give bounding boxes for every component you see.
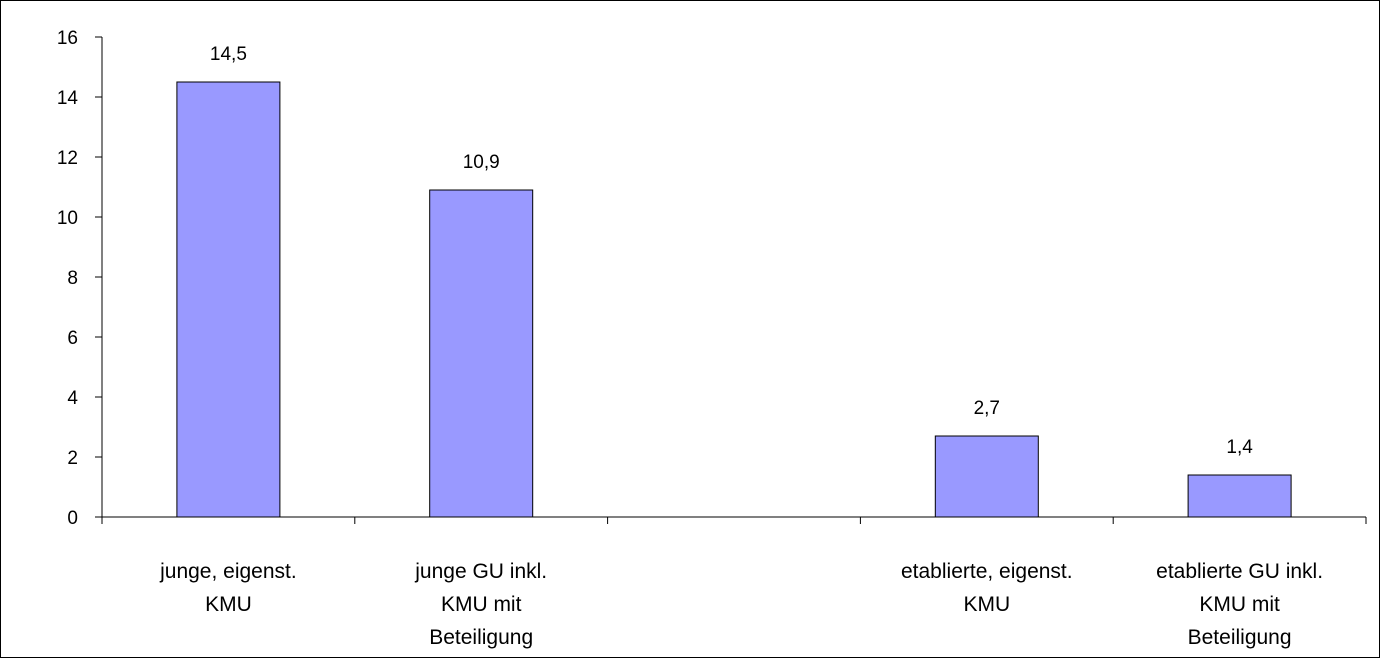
y-tick-label: 8 <box>67 268 78 289</box>
bar <box>176 81 281 518</box>
x-category-label: KMU <box>205 593 252 616</box>
data-label: 1,4 <box>1226 437 1253 458</box>
x-category-label: Beteiligung <box>429 626 533 649</box>
x-category-label: etablierte GU inkl. <box>1156 560 1323 583</box>
x-category-label: Beteiligung <box>1188 626 1292 649</box>
y-tick-label: 10 <box>57 208 78 229</box>
x-category-label: junge GU inkl. <box>414 560 547 583</box>
x-category-label: junge, eigenst. <box>159 560 297 583</box>
y-tick-label: 4 <box>67 388 78 409</box>
x-category-label: KMU mit <box>441 593 522 616</box>
bar <box>429 189 534 518</box>
y-tick-label: 16 <box>57 28 78 49</box>
x-category-label: etablierte, eigenst. <box>901 560 1073 583</box>
data-label: 2,7 <box>974 398 1000 419</box>
y-tick-label: 2 <box>67 448 78 469</box>
data-label: 10,9 <box>463 152 500 173</box>
x-category-label: KMU <box>963 593 1010 616</box>
y-tick-label: 12 <box>57 148 78 169</box>
y-tick-label: 14 <box>57 88 79 109</box>
y-tick-label: 0 <box>67 508 78 529</box>
data-label: 14,5 <box>210 44 247 65</box>
bar <box>1187 474 1292 518</box>
bar <box>934 435 1039 518</box>
y-tick-label: 6 <box>67 328 78 349</box>
x-category-label: KMU mit <box>1199 593 1280 616</box>
